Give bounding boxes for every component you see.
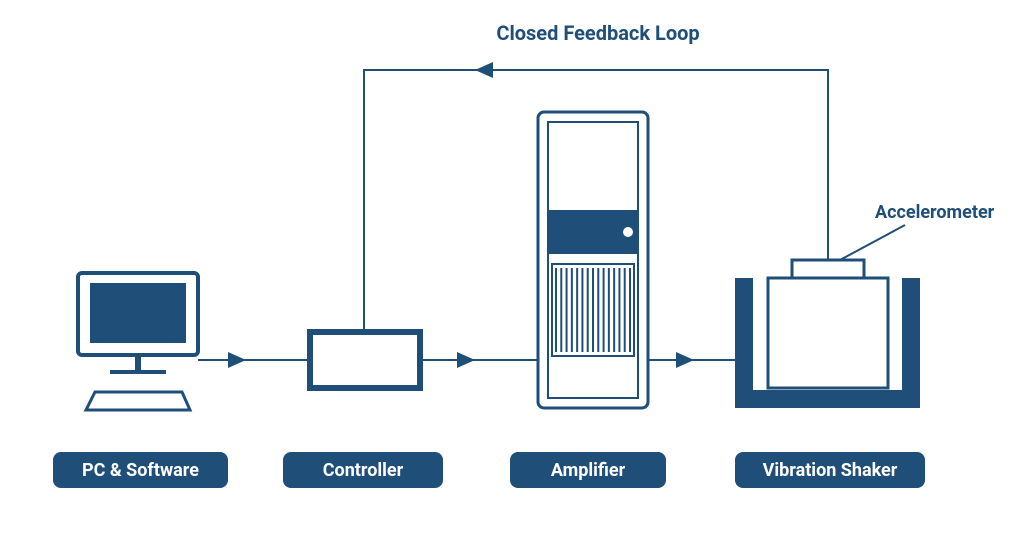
arrow-right-icon — [457, 352, 475, 368]
amplifier-indicator — [623, 227, 633, 237]
node-amplifier: Amplifier — [510, 112, 666, 488]
edge-accelerometer-pointer — [840, 225, 905, 260]
controller-box — [310, 332, 420, 388]
shaker-platform — [768, 278, 888, 388]
pc-screen — [90, 283, 186, 343]
label-text-amplifier: Amplifier — [551, 460, 626, 481]
label-text-controller: Controller — [323, 460, 404, 481]
node-pc: PC & Software — [53, 273, 228, 488]
node-controller: Controller — [283, 332, 443, 488]
arrow-right-icon — [676, 352, 694, 368]
arrow-right-icon — [228, 352, 246, 368]
arrow-left-icon — [475, 62, 493, 78]
label-text-pc: PC & Software — [82, 460, 199, 481]
node-shaker: Vibration Shaker — [735, 260, 925, 488]
amplifier-outer — [538, 112, 648, 408]
diagram-canvas: Closed Feedback Loop PC & Software Control… — [0, 0, 1024, 533]
label-text-shaker: Vibration Shaker — [763, 460, 898, 481]
shaker-cap — [792, 260, 864, 278]
feedback-loop-title: Closed Feedback Loop — [496, 21, 699, 45]
pc-keyboard — [86, 392, 190, 410]
accelerometer-label: Accelerometer — [875, 202, 995, 223]
